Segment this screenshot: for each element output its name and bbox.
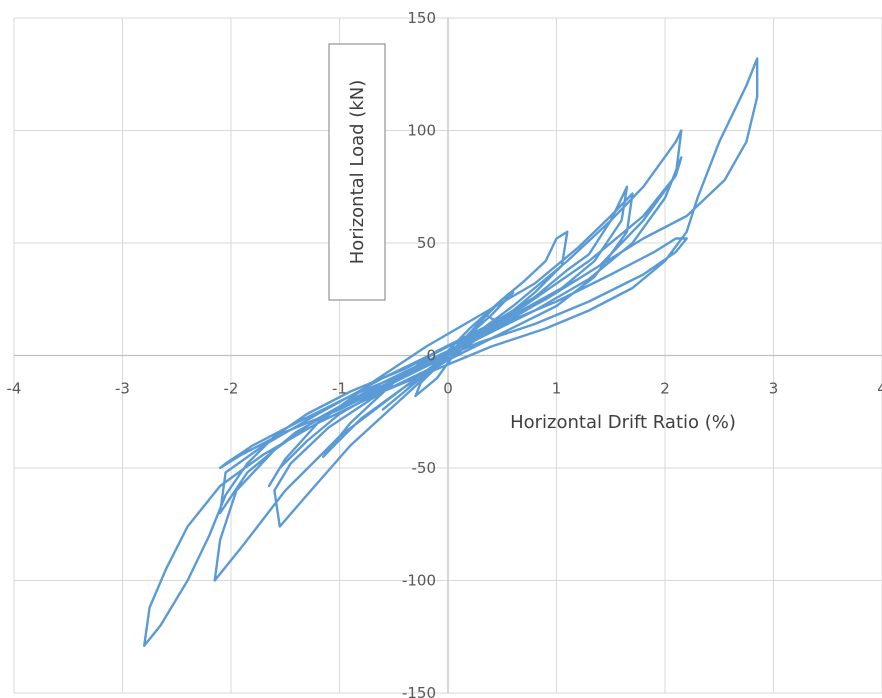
x-tick-label: 1 [552, 380, 562, 398]
x-tick-label: -1 [332, 380, 347, 398]
y-tick-label: -100 [402, 572, 436, 590]
series-layer [143, 57, 759, 647]
y-tick-label: 0 [426, 347, 436, 365]
y-axis-title: Horizontal Load (kN) [347, 80, 368, 264]
x-tick-label: 4 [877, 380, 882, 398]
y-tick-labels: -150 -100 -50 0 50 100 150 [402, 9, 436, 698]
x-axis-title: Horizontal Drift Ratio (%) [510, 412, 736, 433]
series-line-1 [143, 57, 759, 647]
y-tick-label: 150 [407, 9, 436, 27]
x-tick-label: -3 [115, 380, 130, 398]
y-tick-label: 100 [407, 122, 436, 140]
y-axis-title-box [328, 43, 386, 301]
y-tick-label: -150 [402, 684, 436, 698]
x-tick-label: 3 [769, 380, 779, 398]
x-tick-label: 0 [443, 380, 453, 398]
x-tick-label: -2 [224, 380, 239, 398]
x-tick-label: 2 [660, 380, 670, 398]
x-tick-label: -4 [7, 380, 22, 398]
x-tick-labels: -4 -3 -2 -1 0 1 2 3 4 [7, 380, 882, 398]
y-tick-label: -50 [412, 459, 437, 477]
y-tick-label: 50 [417, 234, 436, 252]
